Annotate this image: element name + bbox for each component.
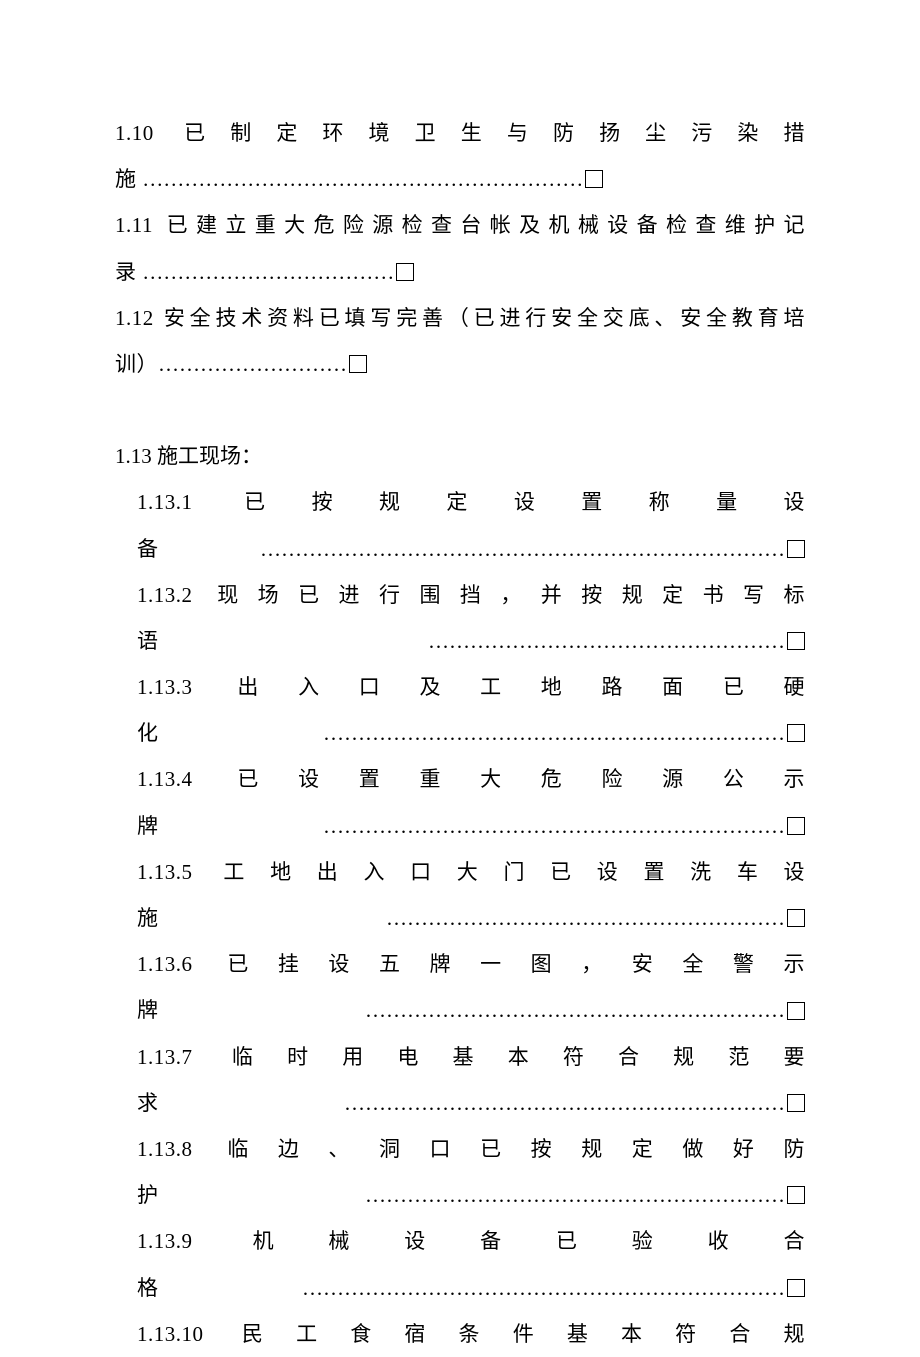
sub-9-pre: 格 xyxy=(137,1276,302,1300)
sub-2-dots: …………………………………………… xyxy=(428,629,785,653)
sub-6-dots: …………………………………………………… xyxy=(365,998,785,1022)
checkbox-1-10[interactable] xyxy=(585,170,603,188)
checkbox-1-13-1[interactable] xyxy=(787,540,805,558)
sub-6-pre: 牌 xyxy=(137,998,365,1022)
sub-item-1-13-8-line2: 护 …………………………………………………… xyxy=(137,1172,805,1218)
item-1-11-line2: 录 ……………………………… xyxy=(115,249,805,295)
sub-item-1-13-7-line2: 求 ……………………………………………………… xyxy=(137,1080,805,1126)
checkbox-1-13-2[interactable] xyxy=(787,632,805,650)
sub-5-dots: ………………………………………………… xyxy=(386,906,785,930)
sub-item-1-13-3-line2: 化 ………………………………………………………… xyxy=(137,710,805,756)
sub-1-dots: ………………………………………………………………… xyxy=(260,537,785,561)
sub-4-pre: 牌 xyxy=(137,814,323,838)
sub-item-1-13-7-line1: 1.13.7 临时用电基本符合规范要 xyxy=(137,1034,805,1080)
sub-item-1-13-5-line1: 1.13.5 工地出入口大门已设置洗车设 xyxy=(137,849,805,895)
document-content: 1.10 已制定环境卫生与防扬尘污染措 施 ………………………………………………… xyxy=(115,110,805,1357)
item-1-10-pre: 施 xyxy=(115,167,142,191)
sub-item-1-13-10-line1: 1.13.10 民工食宿条件基本符合规 xyxy=(137,1311,805,1357)
section-1-13-header: 1.13 施工现场： xyxy=(115,433,805,479)
sub-item-1-13-9-line1: 1.13.9 机械设备已验收合 xyxy=(137,1218,805,1264)
sub-item-1-13-5-line2: 施 ………………………………………………… xyxy=(137,895,805,941)
sub-5-pre: 施 xyxy=(137,906,386,930)
sub-item-1-13-6-line1: 1.13.6 已挂设五牌一图，安全警示 xyxy=(137,941,805,987)
sub-item-1-13-1-line1: 1.13.1 已按规定设置称量设 xyxy=(137,479,805,525)
sub-7-pre: 求 xyxy=(137,1091,344,1115)
sub-8-pre: 护 xyxy=(137,1183,365,1207)
item-1-12-pre: 训） xyxy=(115,352,158,376)
sub-3-pre: 化 xyxy=(137,721,323,745)
sub-item-1-13-2-line2: 语 …………………………………………… xyxy=(137,618,805,664)
sub-4-dots: ………………………………………………………… xyxy=(323,814,785,838)
sub-item-1-13-6-line2: 牌 …………………………………………………… xyxy=(137,987,805,1033)
checkbox-1-12[interactable] xyxy=(349,355,367,373)
sub-item-1-13-1-line2: 备 ………………………………………………………………… xyxy=(137,526,805,572)
checkbox-1-13-3[interactable] xyxy=(787,724,805,742)
sub-item-1-13-3-line1: 1.13.3 出入口及工地路面已硬 xyxy=(137,664,805,710)
item-1-10-dots: ……………………………………………………… xyxy=(142,167,583,191)
checkbox-1-13-8[interactable] xyxy=(787,1186,805,1204)
sub-3-dots: ………………………………………………………… xyxy=(323,721,785,745)
sub-1-pre: 备 xyxy=(137,537,260,561)
sub-item-1-13-4-line2: 牌 ………………………………………………………… xyxy=(137,803,805,849)
sub-8-dots: …………………………………………………… xyxy=(365,1183,785,1207)
sub-7-dots: ……………………………………………………… xyxy=(344,1091,785,1115)
item-1-12-line2: 训）……………………… xyxy=(115,341,805,387)
item-1-12-dots: ……………………… xyxy=(158,352,347,376)
item-1-10-line1: 1.10 已制定环境卫生与防扬尘污染措 xyxy=(115,110,805,156)
item-1-10-line2: 施 ……………………………………………………… xyxy=(115,156,805,202)
sub-item-1-13-8-line1: 1.13.8 临边、洞口已按规定做好防 xyxy=(137,1126,805,1172)
checkbox-1-13-7[interactable] xyxy=(787,1094,805,1112)
checkbox-1-13-5[interactable] xyxy=(787,909,805,927)
checkbox-1-13-6[interactable] xyxy=(787,1002,805,1020)
item-1-12-line1: 1.12 安全技术资料已填写完善（已进行安全交底、安全教育培 xyxy=(115,295,805,341)
sub-item-1-13-9-line2: 格 …………………………………………………………… xyxy=(137,1265,805,1311)
checkbox-1-13-4[interactable] xyxy=(787,817,805,835)
checkbox-1-13-9[interactable] xyxy=(787,1279,805,1297)
sub-item-1-13-4-line1: 1.13.4 已设置重大危险源公示 xyxy=(137,756,805,802)
sub-items-container: 1.13.1 已按规定设置称量设 备 ………………………………………………………… xyxy=(115,479,805,1357)
sub-item-1-13-2-line1: 1.13.2 现场已进行围挡，并按规定书写标 xyxy=(137,572,805,618)
item-1-11-line1: 1.11 已建立重大危险源检查台帐及机械设备检查维护记 xyxy=(115,202,805,248)
item-1-11-pre: 录 xyxy=(115,260,142,284)
checkbox-1-11[interactable] xyxy=(396,263,414,281)
sub-2-pre: 语 xyxy=(137,629,428,653)
item-1-11-dots: ……………………………… xyxy=(142,260,394,284)
sub-9-dots: …………………………………………………………… xyxy=(302,1276,785,1300)
